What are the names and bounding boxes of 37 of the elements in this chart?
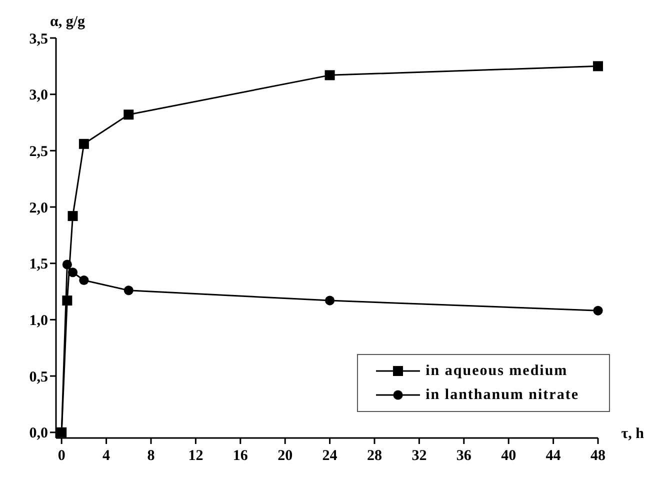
point — [124, 286, 134, 296]
point — [324, 70, 335, 80]
x-tick-label: 16 — [232, 448, 248, 464]
x-tick-label: 24 — [322, 448, 338, 464]
x-tick-label: 48 — [590, 448, 606, 464]
point — [62, 260, 72, 270]
y-tick-label: 1,0 — [29, 313, 48, 330]
x-tick-label: 20 — [278, 448, 293, 464]
y-tick-label: 3,5 — [29, 31, 48, 48]
y-tick-label: 1,5 — [29, 256, 48, 273]
point — [593, 61, 603, 72]
x-tick-label: 4 — [102, 448, 111, 464]
y-axis-title: α, g/g — [50, 14, 86, 31]
point — [68, 268, 78, 278]
x-tick-label: 0 — [58, 448, 66, 464]
x-tick-label: 12 — [188, 448, 204, 464]
x-tick-label: 32 — [412, 448, 427, 464]
legend-label: in aqueous medium — [426, 362, 568, 381]
x-axis-title: τ, h — [621, 426, 644, 443]
y-tick-label: 0,0 — [29, 426, 48, 442]
x-tick-label: 28 — [366, 448, 382, 464]
point — [79, 275, 89, 286]
point — [325, 296, 335, 306]
x-tick-label: 36 — [456, 448, 472, 464]
point — [68, 211, 78, 222]
y-tick-label: 3,0 — [29, 88, 48, 104]
x-tick-label: 8 — [147, 448, 155, 464]
point — [78, 138, 89, 149]
y-tick-label: 0,5 — [29, 369, 48, 386]
y-tick-label: 2,0 — [29, 200, 48, 216]
point — [62, 296, 72, 306]
y-tick-label: 2,5 — [29, 144, 48, 160]
point — [593, 306, 603, 316]
x-tick-label: 44 — [546, 448, 562, 464]
point — [124, 110, 134, 120]
legend-label: in lanthanum nitrate — [426, 386, 579, 405]
x-tick-label: 40 — [501, 448, 516, 464]
